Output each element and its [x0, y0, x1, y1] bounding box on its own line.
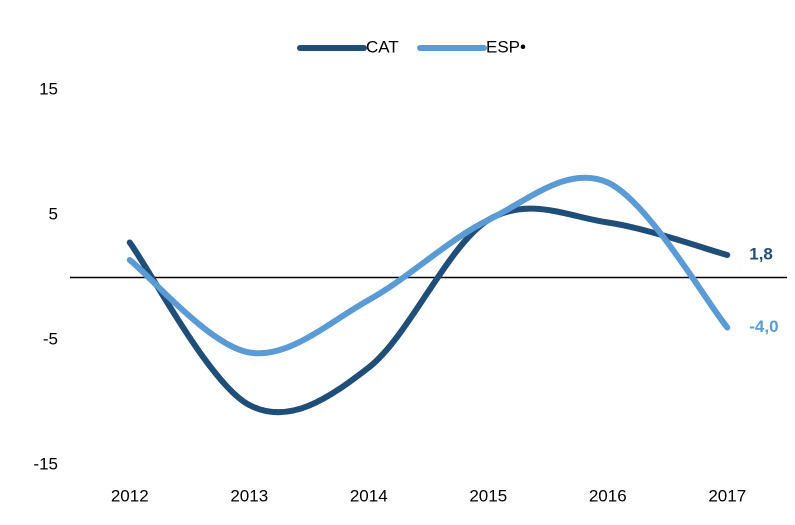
x-tick-label: 2017	[708, 486, 746, 505]
x-tick-label: 2016	[589, 486, 627, 505]
x-tick-label: 2013	[230, 486, 268, 505]
legend-label: CAT	[366, 37, 399, 56]
series-line	[126, 174, 731, 357]
legend-label: ESP•	[486, 37, 526, 56]
data-label: -4,0	[749, 317, 778, 336]
x-tick-label: 2012	[111, 486, 149, 505]
data-label: 1,8	[749, 244, 773, 263]
x-tick-label: 2014	[350, 486, 388, 505]
y-tick-label: 15	[39, 79, 58, 98]
x-tick-label: 2015	[469, 486, 507, 505]
y-tick-label: -5	[43, 329, 58, 348]
y-tick-label: -15	[33, 454, 58, 473]
series-line	[126, 205, 731, 416]
y-tick-label: 5	[49, 204, 58, 223]
